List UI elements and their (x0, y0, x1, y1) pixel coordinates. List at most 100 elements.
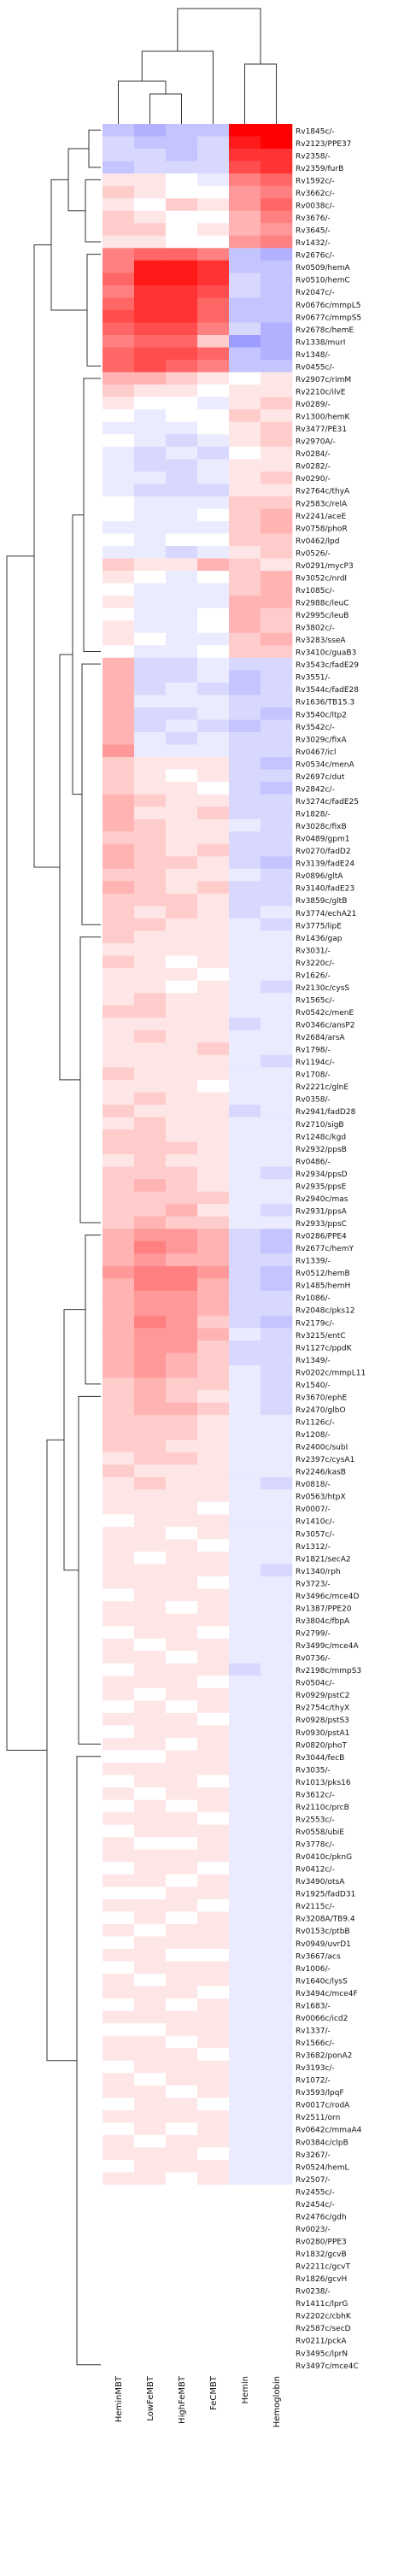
heatmap-cell (102, 757, 135, 770)
row-label: Rv3035/- (296, 1766, 331, 1775)
heatmap-cell (102, 2309, 135, 2322)
row-label: Rv1436/gap (296, 935, 343, 943)
heatmap-cell (261, 1216, 293, 1229)
row-label: Rv2970A/- (296, 438, 336, 447)
heatmap-cell (197, 2098, 230, 2111)
heatmap-cell (197, 1042, 230, 1056)
heatmap-cell (102, 1216, 135, 1229)
heatmap-cell (134, 1588, 167, 1602)
heatmap-cell (102, 2234, 135, 2247)
heatmap-cell (229, 1787, 261, 1800)
heatmap-cell (229, 1241, 261, 1254)
heatmap-cell (261, 2122, 293, 2136)
heatmap-cell (197, 632, 230, 646)
heatmap-cell (197, 1675, 230, 1689)
heatmap-cell (261, 1154, 293, 1167)
heatmap-cell (134, 980, 167, 994)
heatmap-cell (261, 1576, 293, 1589)
heatmap-cell (261, 248, 293, 261)
heatmap-cell (229, 918, 261, 931)
heatmap-cell (229, 446, 261, 460)
row-label: Rv3477/PE31 (296, 425, 347, 434)
heatmap-cell (134, 1402, 167, 1416)
heatmap-cell (166, 2209, 198, 2222)
heatmap-cell (261, 421, 293, 435)
heatmap-cell (102, 1191, 135, 1205)
heatmap-cell (102, 1663, 135, 1676)
heatmap-cell (197, 719, 230, 733)
heatmap-cell (229, 1253, 261, 1267)
heatmap-cell (166, 1353, 198, 1366)
heatmap-cell (261, 1539, 293, 1552)
heatmap-cell (229, 1601, 261, 1614)
heatmap-cell (229, 2358, 261, 2372)
heatmap-cell (102, 1390, 135, 1403)
heatmap-cell (197, 421, 230, 435)
heatmap-cell (229, 930, 261, 944)
heatmap-cell (197, 980, 230, 994)
heatmap-cell (261, 1712, 293, 1726)
heatmap-cell (102, 2259, 135, 2273)
heatmap-cell (134, 1948, 167, 1962)
heatmap-cell (134, 2010, 167, 2024)
heatmap-cell (229, 1799, 261, 1813)
heatmap-cell (229, 2333, 261, 2347)
heatmap-cell (134, 645, 167, 659)
heatmap-cell (134, 396, 167, 410)
heatmap-cell (134, 2234, 167, 2247)
heatmap-cell (166, 1191, 198, 1205)
heatmap-cell (229, 868, 261, 882)
heatmap-cell (229, 893, 261, 907)
heatmap-cell (134, 2221, 167, 2235)
heatmap-cell (102, 968, 135, 981)
heatmap-cell (197, 744, 230, 758)
heatmap-cell (166, 1974, 198, 1986)
heatmap-cell (229, 620, 261, 634)
heatmap-cell (229, 1712, 261, 1726)
heatmap-cell (134, 955, 167, 969)
heatmap-cell (102, 360, 135, 373)
heatmap-cell (134, 322, 167, 336)
heatmap-cell (134, 1377, 167, 1391)
heatmap-cell (166, 1042, 198, 1056)
heatmap-cell (229, 1092, 261, 1106)
heatmap-cell (102, 769, 135, 783)
heatmap-cell (102, 918, 135, 931)
heatmap-cell (197, 1166, 230, 1180)
heatmap-cell (102, 1799, 135, 1813)
row-label: Rv2583c/relA (296, 500, 348, 508)
heatmap-cell (102, 682, 135, 695)
heatmap-cell (229, 1216, 261, 1229)
heatmap-cell (197, 955, 230, 969)
heatmap-cell (102, 173, 135, 186)
heatmap-cell (197, 520, 230, 534)
heatmap-cell (197, 2048, 230, 2062)
row-label: Rv0462/lpd (296, 537, 339, 546)
heatmap-cell (102, 2333, 135, 2347)
heatmap-cell (102, 893, 135, 907)
heatmap-cell (229, 571, 261, 584)
heatmap-cell (102, 1328, 135, 1341)
heatmap-cell (197, 1290, 230, 1304)
heatmap-cell (102, 731, 135, 745)
heatmap-cell (102, 1179, 135, 1192)
heatmap-cell (134, 2296, 167, 2309)
heatmap-cell (102, 421, 135, 435)
heatmap-cell (261, 955, 293, 969)
heatmap-cell (261, 2159, 293, 2173)
heatmap-cell (261, 1862, 293, 1875)
heatmap-cell (261, 1415, 293, 1428)
heatmap-cell (134, 1476, 167, 1490)
heatmap-cell (229, 1564, 261, 1577)
heatmap-cell (166, 1290, 198, 1304)
heatmap-cell (229, 384, 261, 397)
heatmap-cell (261, 1849, 293, 1863)
heatmap-cell (102, 1464, 135, 1478)
heatmap-cell (261, 1601, 293, 1614)
heatmap-cell (229, 1898, 261, 1912)
row-label: Rv1565c/- (296, 996, 335, 1005)
heatmap-cell (261, 607, 293, 621)
heatmap-cell (102, 409, 135, 423)
heatmap-cell (197, 695, 230, 708)
heatmap-cell (134, 682, 167, 695)
